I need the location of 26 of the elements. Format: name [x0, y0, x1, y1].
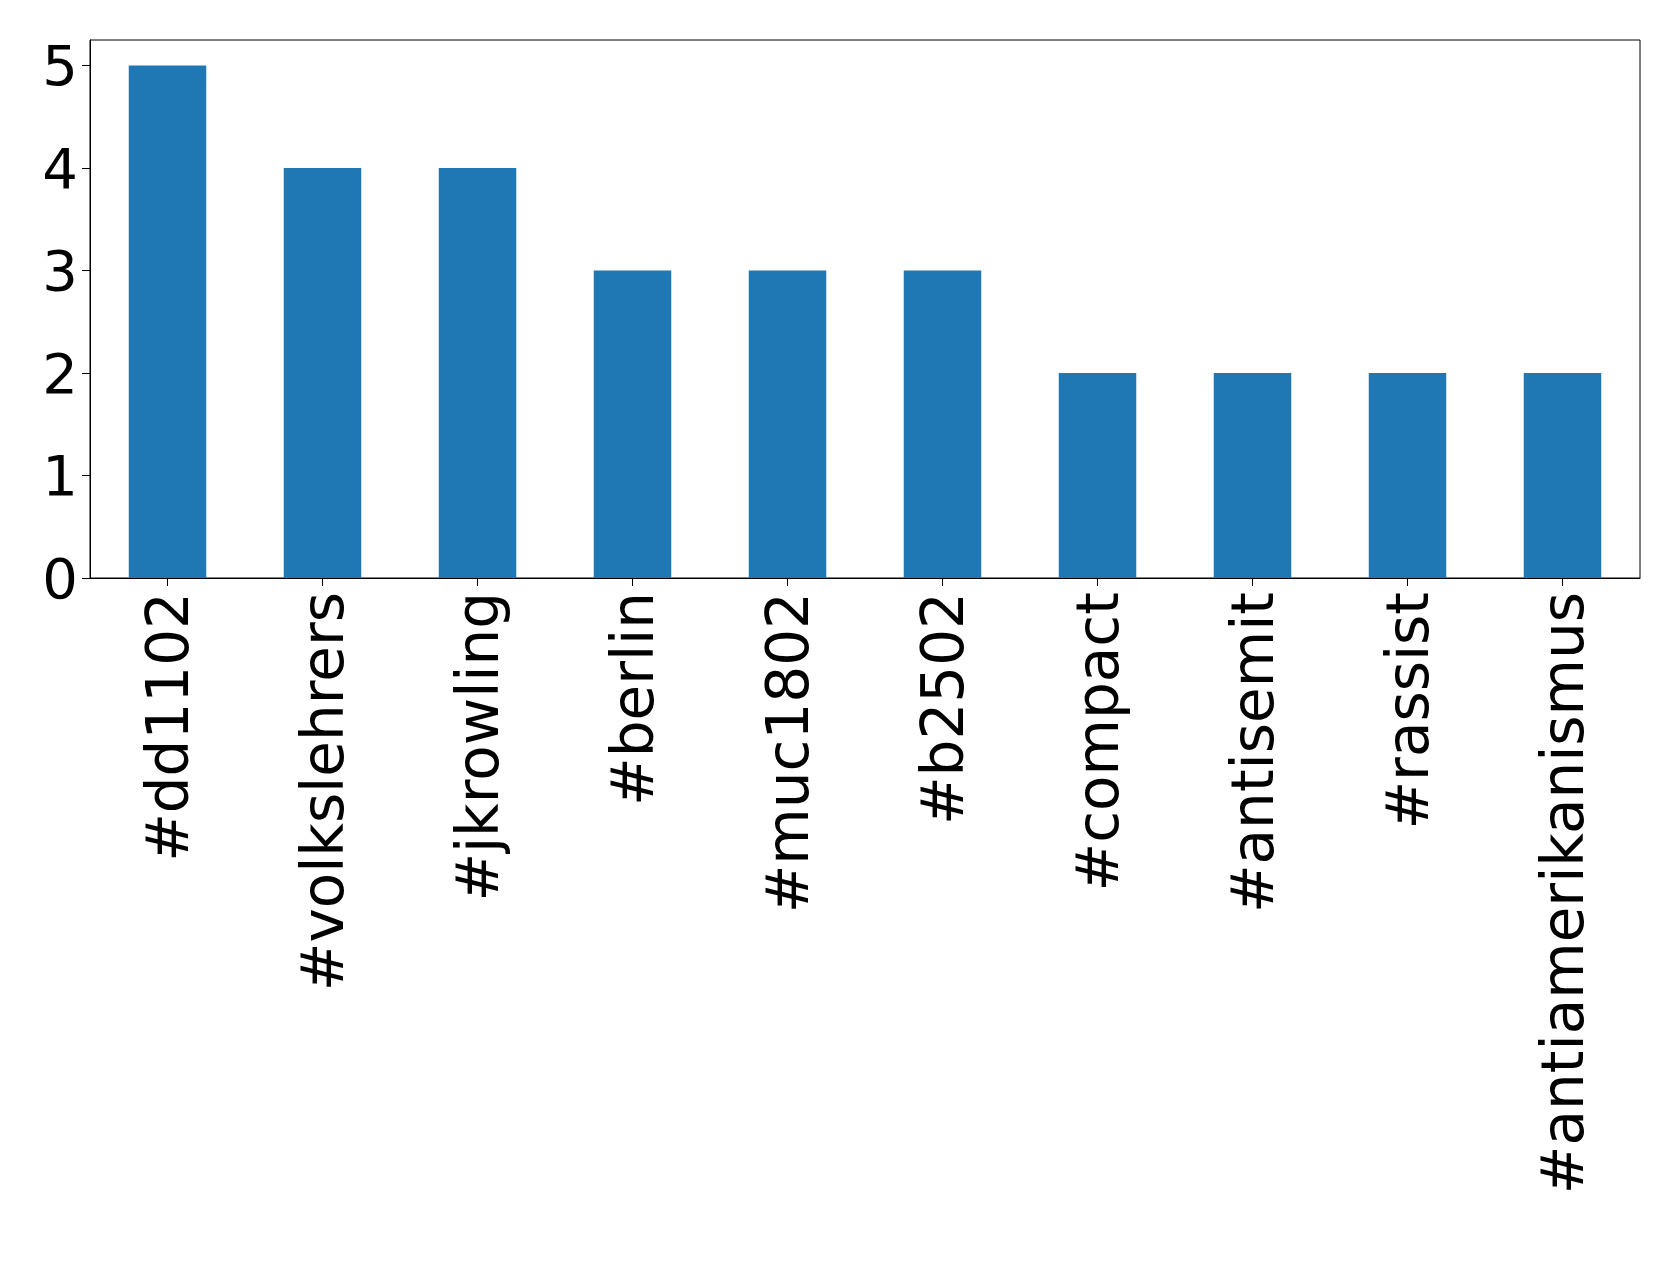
bar: [593, 270, 672, 578]
bar: [438, 168, 517, 578]
y-tick-label: 2: [42, 340, 78, 406]
bar: [1058, 373, 1137, 578]
bar: [1368, 373, 1447, 578]
bar: [1523, 373, 1602, 578]
x-tick-label: #dd1102: [133, 592, 202, 862]
y-tick-label: 0: [42, 545, 78, 611]
y-tick-label: 5: [42, 33, 78, 99]
x-tick-label: #compact: [1063, 592, 1132, 892]
bar: [283, 168, 362, 578]
bar: [128, 65, 207, 578]
bar: [748, 270, 827, 578]
x-tick-label: #jkrowling: [443, 592, 512, 902]
x-tick-label: #berlin: [598, 592, 667, 806]
x-tick-label: #b2502: [908, 592, 977, 826]
y-tick-label: 4: [42, 135, 78, 201]
y-tick-label: 1: [42, 443, 78, 509]
bar: [1213, 373, 1292, 578]
bar: [903, 270, 982, 578]
x-tick-label: #antiamerikanismus: [1528, 592, 1597, 1195]
x-tick-label: #muc1802: [753, 592, 822, 914]
x-tick-label: #antisemit: [1218, 592, 1287, 914]
y-tick-label: 3: [42, 238, 78, 304]
x-tick-label: #volkslehrers: [288, 592, 357, 992]
x-tick-label: #rassist: [1373, 592, 1442, 830]
